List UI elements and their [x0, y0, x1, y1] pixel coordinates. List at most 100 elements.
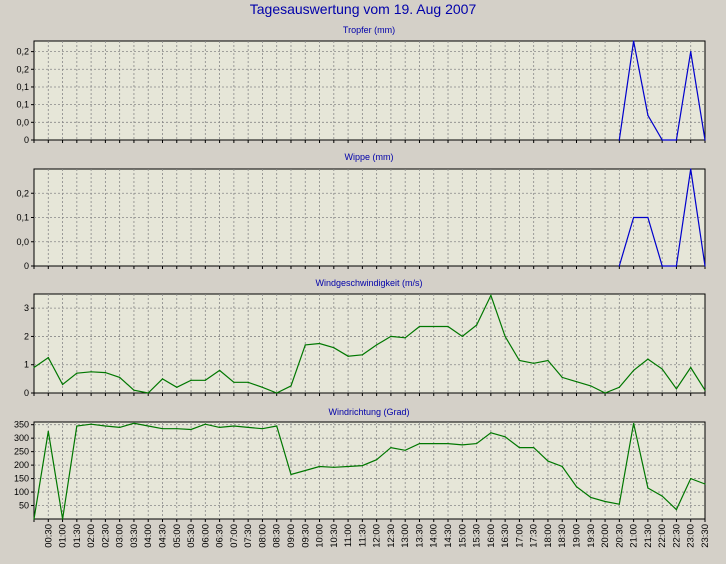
y-tick-label: 1: [24, 360, 29, 370]
data-point: [47, 430, 49, 433]
data-point: [433, 325, 435, 328]
x-tick-label: 03:30: [129, 524, 140, 548]
x-tick-label: 10:30: [329, 524, 340, 548]
data-point: [90, 423, 92, 425]
data-point: [575, 381, 578, 383]
x-tick-label: 10:00: [315, 524, 326, 548]
x-tick-label: 11:00: [343, 524, 354, 547]
data-point: [247, 381, 249, 383]
y-tick-label: 200: [14, 460, 29, 470]
x-tick-label: 02:30: [100, 524, 111, 548]
data-point: [490, 294, 492, 297]
data-point: [161, 428, 164, 430]
x-tick-label: 01:30: [72, 524, 83, 548]
data-point: [647, 216, 649, 219]
data-point: [304, 344, 306, 346]
data-point: [690, 366, 692, 369]
x-tick-label: 13:30: [414, 524, 425, 548]
data-point: [618, 139, 620, 141]
data-point: [618, 265, 620, 267]
x-tick-label: 06:30: [215, 524, 226, 548]
data-point: [333, 466, 335, 468]
data-point: [447, 442, 449, 445]
data-point: [261, 386, 264, 388]
x-tick-label: 06:00: [200, 524, 211, 548]
x-tick-label: 01:00: [58, 524, 69, 548]
chart-panel-2: Wippe (mm) 0 0,0 0,1 0,2: [16, 152, 706, 271]
data-point: [447, 325, 449, 328]
y-tick-label: 0: [24, 261, 29, 271]
x-tick-label: 11:30: [357, 524, 368, 547]
data-point: [704, 483, 706, 485]
data-point: [561, 376, 563, 379]
data-point: [347, 355, 349, 357]
data-point: [190, 379, 192, 381]
x-tick-label: 23:30: [700, 524, 711, 548]
plot-area: [33, 421, 706, 520]
page-title: Tagesauswertung vom 19. Aug 2007: [249, 1, 477, 17]
data-point: [161, 378, 164, 380]
y-tick-label: 0: [24, 135, 29, 145]
x-tick-label: 14:00: [429, 524, 440, 548]
y-tick-label: 0,1: [16, 213, 29, 223]
data-point: [618, 503, 620, 505]
x-tick-label: 03:00: [115, 524, 126, 548]
data-point: [147, 425, 149, 427]
data-point: [204, 379, 206, 381]
data-point: [704, 139, 706, 141]
series-line: [33, 293, 706, 394]
data-point: [76, 372, 78, 374]
data-point: [647, 487, 649, 489]
data-point: [347, 465, 349, 468]
data-point: [490, 432, 492, 434]
x-tick-label: 18:00: [543, 524, 554, 548]
data-point: [590, 385, 592, 387]
data-point: [547, 359, 549, 362]
x-tick-label: 07:00: [229, 524, 240, 548]
y-tick-label: 0,0: [16, 117, 29, 127]
plot-area: [33, 168, 706, 267]
data-point: [318, 465, 321, 468]
data-point: [418, 442, 421, 445]
y-tick-label: 3: [24, 303, 29, 313]
data-point: [504, 335, 506, 338]
x-tick-label: 05:00: [172, 524, 183, 548]
data-point: [704, 265, 706, 267]
x-tick-label: 21:30: [643, 524, 654, 548]
x-tick-label: 16:30: [500, 524, 511, 548]
data-point: [675, 265, 678, 267]
data-point: [104, 372, 106, 374]
x-tick-label: 20:00: [600, 524, 611, 548]
data-point: [690, 477, 692, 480]
data-point: [190, 428, 192, 431]
chart-title: Windrichtung (Grad): [328, 407, 409, 417]
y-tick-label: 0,1: [16, 82, 29, 92]
data-point: [547, 460, 549, 462]
data-point: [504, 436, 506, 438]
series-line: [33, 422, 706, 520]
x-tick-label: 15:00: [457, 524, 468, 548]
y-tick-label: 250: [14, 447, 29, 457]
data-point: [475, 324, 478, 326]
data-point: [704, 389, 706, 391]
data-point: [333, 347, 335, 349]
data-point: [633, 369, 635, 371]
data-point: [133, 389, 135, 391]
data-point: [633, 40, 635, 42]
data-point: [119, 426, 121, 428]
data-point: [390, 446, 392, 449]
data-point: [218, 369, 221, 371]
data-point: [176, 428, 178, 430]
data-point: [475, 442, 478, 445]
x-tick-label: 12:00: [372, 524, 383, 548]
data-point: [104, 425, 106, 427]
data-point: [661, 265, 663, 267]
x-tick-label: 08:30: [272, 524, 283, 548]
data-point: [675, 508, 678, 511]
x-tick-label: 22:30: [671, 524, 682, 548]
x-tick-label: 23:00: [686, 524, 697, 548]
data-point: [647, 114, 649, 116]
data-point: [276, 392, 278, 394]
